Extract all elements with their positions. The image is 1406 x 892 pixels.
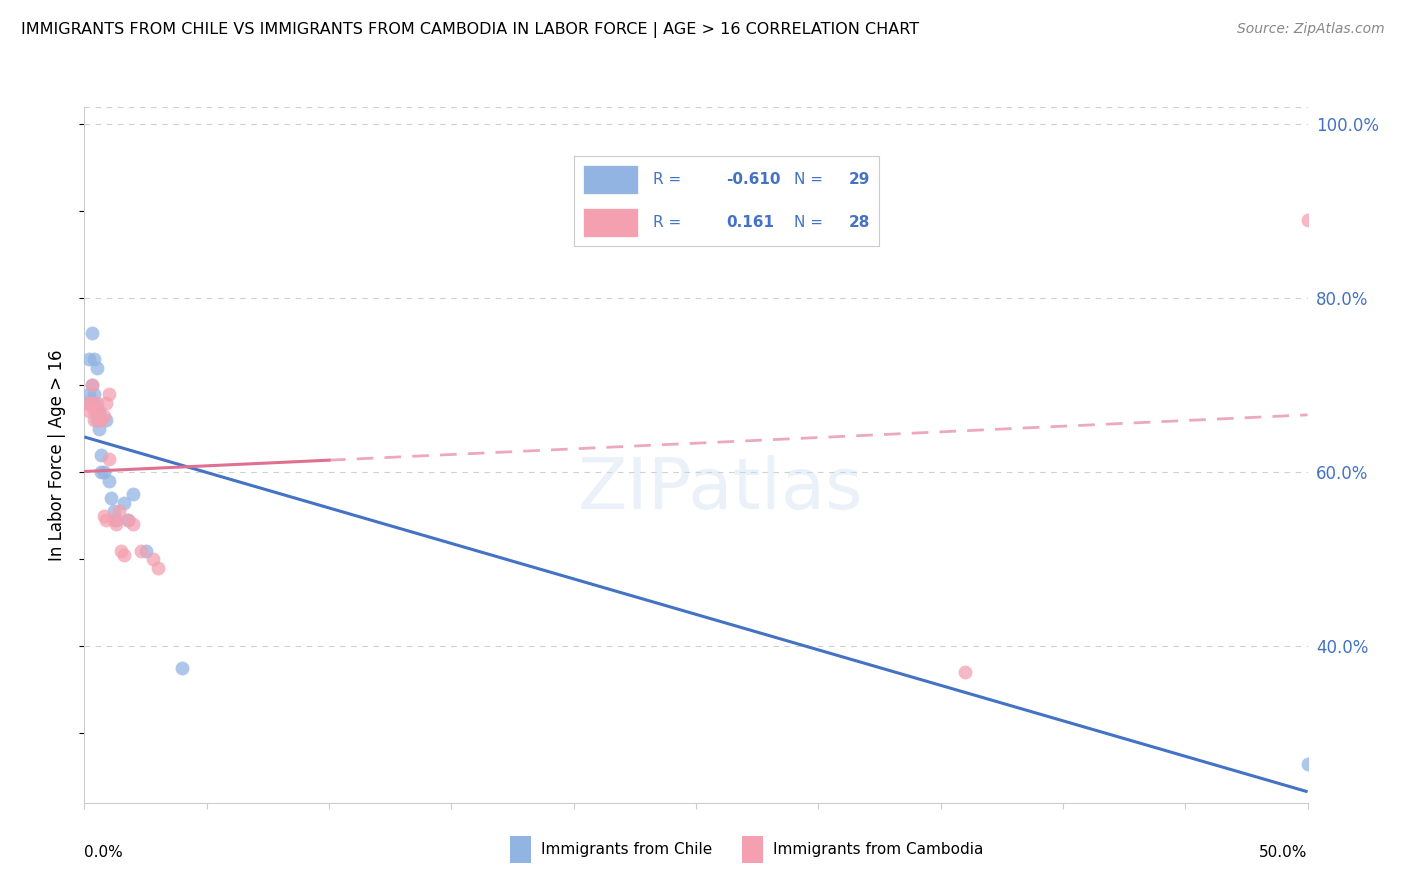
- Point: [93, 466, 115, 480]
- Point: [83, 404, 105, 418]
- Point: [86, 404, 108, 418]
- Point: [77, 352, 100, 367]
- Point: [97, 387, 120, 401]
- Point: [90, 413, 112, 427]
- Point: [110, 543, 132, 558]
- Point: [93, 508, 115, 523]
- Point: [83, 387, 105, 401]
- Point: [103, 504, 125, 518]
- Point: [80, 395, 103, 409]
- Point: [112, 548, 135, 562]
- Point: [80, 378, 103, 392]
- Point: [122, 517, 145, 532]
- Point: [80, 378, 103, 392]
- Point: [80, 395, 103, 409]
- Point: [96, 413, 118, 427]
- Point: [97, 452, 120, 467]
- Point: [80, 326, 103, 340]
- Point: [172, 661, 194, 675]
- Point: [1296, 213, 1319, 227]
- Bar: [583, 165, 638, 194]
- Text: Source: ZipAtlas.com: Source: ZipAtlas.com: [1237, 22, 1385, 37]
- Point: [87, 404, 110, 418]
- Point: [93, 409, 115, 423]
- Text: 0.161: 0.161: [727, 215, 775, 230]
- Point: [122, 487, 145, 501]
- Text: N =: N =: [794, 215, 823, 230]
- Point: [100, 491, 122, 506]
- Text: Immigrants from Chile: Immigrants from Chile: [541, 842, 713, 856]
- Point: [1296, 756, 1319, 771]
- Text: -0.610: -0.610: [727, 172, 782, 186]
- Point: [77, 387, 100, 401]
- Point: [96, 395, 118, 409]
- Text: 28: 28: [849, 215, 870, 230]
- Text: 29: 29: [849, 172, 870, 186]
- Point: [76, 395, 98, 409]
- Y-axis label: In Labor Force | Age > 16: In Labor Force | Age > 16: [48, 349, 66, 561]
- Point: [86, 413, 108, 427]
- Point: [76, 395, 98, 409]
- Point: [112, 496, 135, 510]
- Point: [83, 413, 105, 427]
- Point: [86, 395, 108, 409]
- Point: [90, 448, 112, 462]
- Text: Immigrants from Cambodia: Immigrants from Cambodia: [773, 842, 984, 856]
- Point: [86, 361, 108, 376]
- Point: [135, 543, 157, 558]
- Point: [105, 513, 128, 527]
- Point: [107, 504, 129, 518]
- Point: [129, 543, 152, 558]
- Text: N =: N =: [794, 172, 823, 186]
- Point: [87, 413, 110, 427]
- Text: 50.0%: 50.0%: [1260, 845, 1308, 860]
- Point: [96, 513, 118, 527]
- Point: [105, 517, 128, 532]
- Point: [83, 352, 105, 367]
- Text: R =: R =: [654, 215, 682, 230]
- Point: [117, 513, 139, 527]
- Point: [142, 552, 165, 566]
- Point: [86, 404, 108, 418]
- Point: [103, 513, 125, 527]
- Point: [117, 513, 139, 527]
- Point: [80, 395, 103, 409]
- Point: [83, 395, 105, 409]
- Point: [87, 422, 110, 436]
- Bar: [583, 208, 638, 237]
- Point: [146, 561, 169, 575]
- Point: [77, 404, 100, 418]
- Point: [90, 466, 112, 480]
- Text: 0.0%: 0.0%: [84, 845, 124, 860]
- Text: ZIPatlas: ZIPatlas: [578, 455, 863, 524]
- Point: [97, 474, 120, 488]
- Text: R =: R =: [654, 172, 682, 186]
- Point: [953, 665, 976, 680]
- Text: IMMIGRANTS FROM CHILE VS IMMIGRANTS FROM CAMBODIA IN LABOR FORCE | AGE > 16 CORR: IMMIGRANTS FROM CHILE VS IMMIGRANTS FROM…: [21, 22, 920, 38]
